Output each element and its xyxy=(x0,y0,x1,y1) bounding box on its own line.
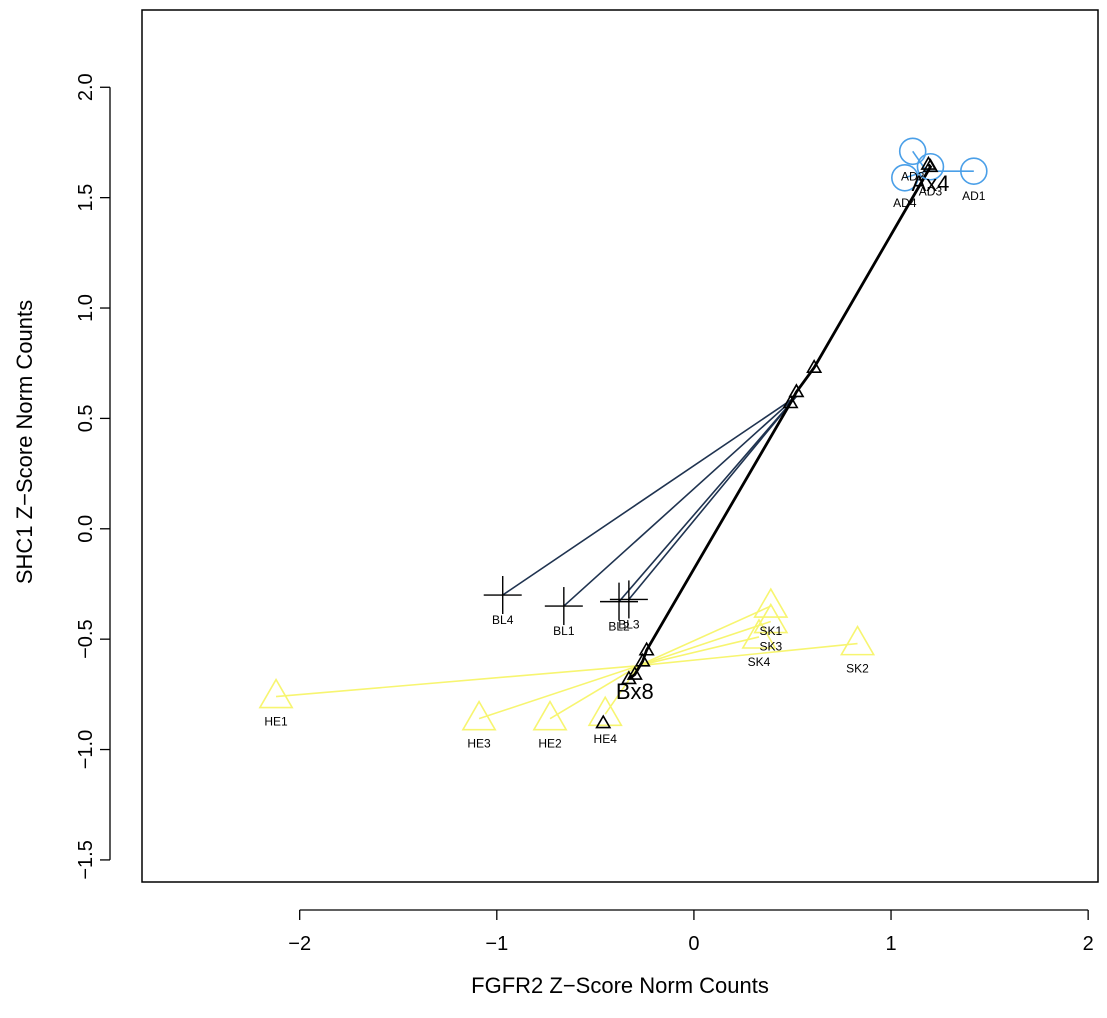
point-label-he1: HE1 xyxy=(264,715,288,729)
point-ad3 xyxy=(916,152,945,181)
connector-line-he3 xyxy=(478,664,639,720)
point-label-sk3: SK3 xyxy=(759,640,782,654)
point-label-bl2: BL2 xyxy=(608,620,630,634)
point-label-he3: HE3 xyxy=(467,737,491,751)
y-tick-label: 0.0 xyxy=(75,515,97,543)
trajectory-point xyxy=(788,383,805,398)
connector-line-sk1 xyxy=(638,605,772,667)
connector-line-sk2 xyxy=(638,642,858,667)
y-tick-label: 2.0 xyxy=(75,73,97,101)
point-he2 xyxy=(532,700,568,731)
point-bl3 xyxy=(609,580,648,619)
point-he4 xyxy=(587,695,623,727)
trajectory-point xyxy=(638,641,655,656)
connector-line-bl1 xyxy=(563,395,797,607)
x-tick-label: 2 xyxy=(1083,933,1094,955)
connector-line-sk4 xyxy=(638,636,760,667)
point-bl1 xyxy=(544,587,583,626)
point-he1 xyxy=(258,677,294,709)
x-tick-label: −1 xyxy=(485,933,508,955)
point-ad4 xyxy=(891,163,919,192)
x-tick-label: −2 xyxy=(288,933,311,955)
point-label-he2: HE2 xyxy=(538,737,562,751)
trajectory-point xyxy=(626,665,643,680)
y-tick-label: −1.5 xyxy=(75,840,97,879)
plot-frame xyxy=(141,9,1099,883)
point-label-sk4: SK4 xyxy=(748,655,771,669)
point-label-bl1: BL1 xyxy=(553,624,575,638)
connector-line-ad4 xyxy=(904,170,927,179)
trajectory-point xyxy=(922,158,939,173)
connector-lines xyxy=(275,150,974,720)
y-tick-label: 1.5 xyxy=(75,184,97,212)
connector-line-bl4 xyxy=(502,395,797,596)
connector-line-sk3 xyxy=(638,620,772,667)
point-label-ad2: AD2 xyxy=(901,169,925,183)
point-sk2 xyxy=(839,624,876,656)
x-tick-label: 0 xyxy=(688,933,699,955)
x-tick-label: 1 xyxy=(885,933,896,955)
y-tick-label: −0.5 xyxy=(75,619,97,658)
connector-line-he2 xyxy=(549,664,640,720)
connector-line-he1 xyxy=(275,664,639,698)
trajectory-point xyxy=(620,670,637,685)
point-he3 xyxy=(461,700,497,731)
data-points xyxy=(258,137,988,731)
y-tick-label: 1.0 xyxy=(75,294,97,322)
point-label-sk2: SK2 xyxy=(846,662,869,676)
point-sk3 xyxy=(753,602,789,634)
y-tick-label: 0.5 xyxy=(75,404,97,432)
point-bl2 xyxy=(600,582,639,621)
point-label-bl4: BL4 xyxy=(492,613,514,627)
axes: −2 −1 0 1 2 −1.5 −1.0 −0.5 0.0 0.5 1.0 1.5 2.0 xyxy=(75,9,1099,955)
point-label-sk1: SK1 xyxy=(759,624,782,638)
trajectory-lines xyxy=(620,155,939,685)
point-sk4 xyxy=(741,618,777,649)
trajectory-label: Ax4 xyxy=(911,171,949,196)
x-axis-title: FGFR2 Z−Score Norm Counts xyxy=(471,973,769,998)
point-label-ad3: AD3 xyxy=(919,185,943,199)
connector-line-bl3 xyxy=(628,395,798,600)
y-tick-label: −1.0 xyxy=(75,730,97,769)
extra-marker xyxy=(595,714,612,729)
trajectory-point xyxy=(634,652,651,667)
point-label-bl3: BL3 xyxy=(618,617,640,631)
centroid-label: Bx8 xyxy=(616,679,654,704)
connector-line-bl2 xyxy=(618,395,798,603)
trajectory-point xyxy=(806,359,823,373)
trajectory-point xyxy=(782,394,799,409)
point-sk1 xyxy=(753,587,789,618)
point-label-ad1: AD1 xyxy=(962,189,986,203)
point-label-he4: HE4 xyxy=(594,732,618,746)
point-label-ad4: AD4 xyxy=(893,196,917,210)
trajectory-path xyxy=(628,163,933,681)
point-ad1 xyxy=(960,157,988,185)
point-bl4 xyxy=(483,576,522,615)
connector-line-ad2 xyxy=(912,150,928,172)
y-axis-title: SHC1 Z−Score Norm Counts xyxy=(12,300,37,584)
point-ad2 xyxy=(898,137,927,166)
